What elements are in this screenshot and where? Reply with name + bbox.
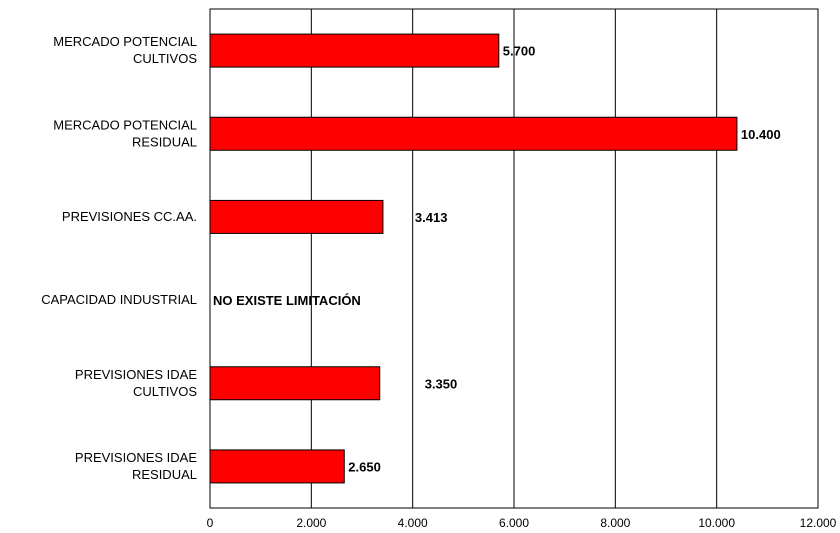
category-label: PREVISIONES IDAE RESIDUAL — [75, 450, 197, 482]
bars — [209, 33, 738, 484]
category-label-line: CAPACIDAD INDUSTRIAL — [41, 292, 197, 307]
x-tick-label: 12.000 — [800, 516, 837, 530]
bar — [209, 366, 381, 401]
category-label-line: PREVISIONES IDAE — [75, 450, 197, 465]
category-label: PREVISIONES IDAE CULTIVOS — [75, 367, 197, 399]
category-label-line: CULTIVOS — [133, 384, 197, 399]
data-label: 5.700 — [503, 44, 536, 59]
x-tick-label: 4.000 — [398, 516, 428, 530]
data-label: 2.650 — [348, 459, 381, 474]
category-label-line: MERCADO POTENCIAL — [53, 34, 197, 49]
category-label: MERCADO POTENCIAL CULTIVOS — [53, 34, 197, 66]
category-label-line: PREVISIONES IDAE — [75, 367, 197, 382]
x-tick-label: 0 — [207, 516, 214, 530]
category-label-line: CULTIVOS — [133, 51, 197, 66]
data-label: NO EXISTE LIMITACIÓN — [213, 293, 361, 308]
x-tick-label: 6.000 — [499, 516, 529, 530]
grid-lines — [310, 9, 718, 508]
category-label-line: RESIDUAL — [132, 467, 197, 482]
data-labels: 5.700 10.400 3.413 NO EXISTE LIMITACIÓN 3.35… — [213, 44, 781, 475]
bar — [209, 199, 384, 234]
x-axis-tick-labels: 0 2.000 4.000 6.000 8.000 10.000 12.000 — [207, 516, 837, 530]
x-tick-label: 2.000 — [296, 516, 326, 530]
data-label: 10.400 — [741, 127, 781, 142]
category-label: CAPACIDAD INDUSTRIAL — [41, 292, 197, 307]
bar — [209, 33, 500, 68]
category-label-line: RESIDUAL — [132, 134, 197, 149]
x-tick-label: 10.000 — [698, 516, 735, 530]
bar — [209, 449, 345, 484]
category-label-line: MERCADO POTENCIAL — [53, 117, 197, 132]
category-label-line: PREVISIONES CC.AA. — [62, 209, 197, 224]
data-label: 3.350 — [425, 376, 458, 391]
bar — [209, 116, 738, 151]
plot-area-frame — [209, 8, 819, 509]
category-label: PREVISIONES CC.AA. — [62, 209, 197, 224]
x-tick-label: 8.000 — [600, 516, 630, 530]
data-label: 3.413 — [415, 210, 448, 225]
category-label: MERCADO POTENCIAL RESIDUAL — [53, 117, 197, 149]
